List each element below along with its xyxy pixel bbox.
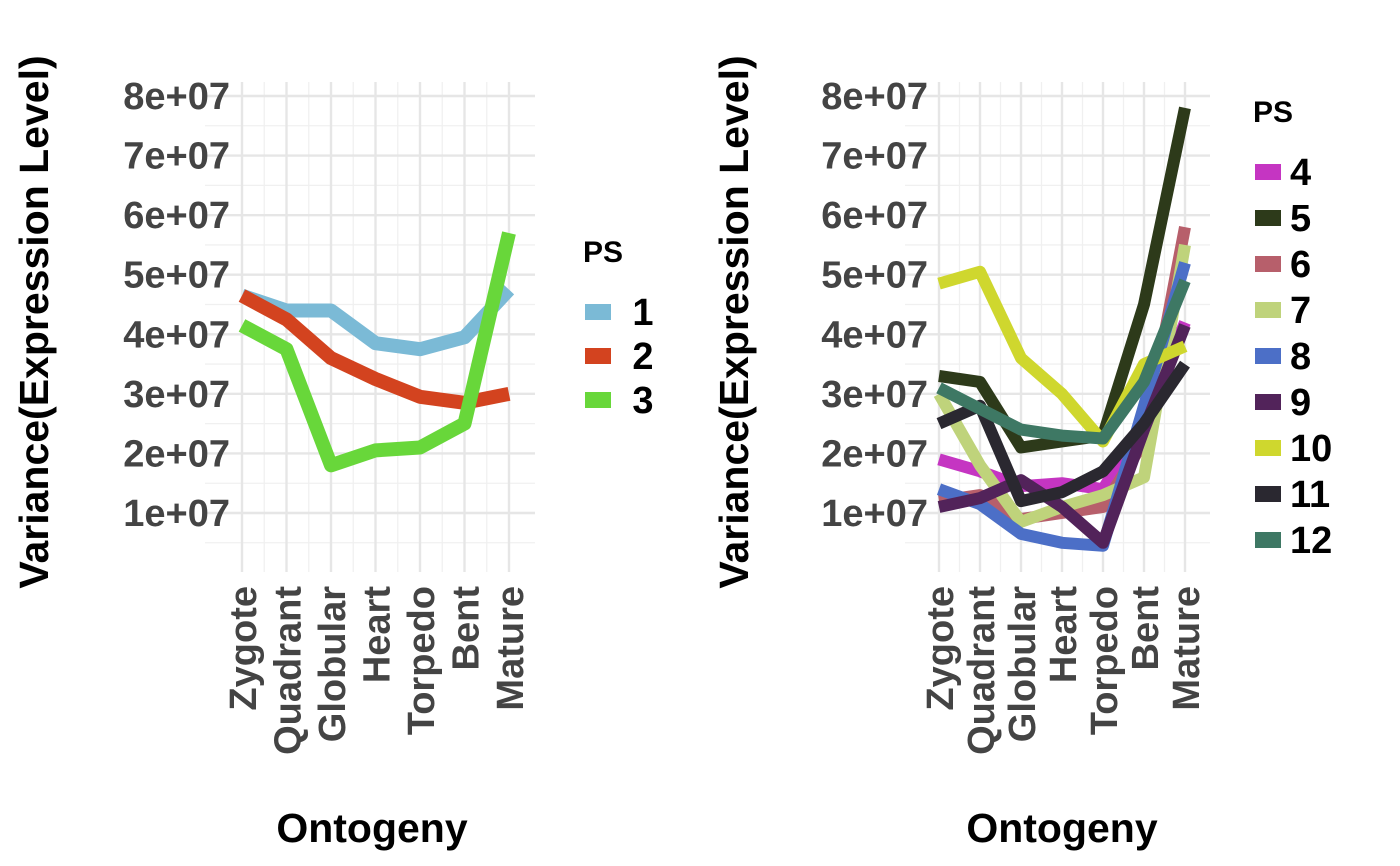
y-axis: 1e+07 2e+07 3e+07 4e+07 5e+07 6e+07 7e+07 8e+07	[821, 76, 928, 535]
legend-key-5	[1255, 210, 1281, 226]
y-tick-label: 1e+07	[123, 493, 230, 535]
legend-label-6: 6	[1290, 244, 1311, 286]
legend-key-2	[585, 348, 611, 364]
x-tick-label: Torpedo	[1084, 586, 1126, 735]
x-tick-label: Quadrant	[961, 586, 1003, 755]
x-axis-title: Ontogeny	[276, 805, 468, 851]
legend-title: PS	[583, 236, 623, 269]
chart-panel-1: 1e+07 2e+07 3e+07 4e+07 5e+07 6e+07 7e+07 8e+07…	[11, 55, 654, 851]
x-tick-label: Zygote	[920, 586, 962, 711]
y-tick-label: 3e+07	[123, 374, 230, 416]
series-line-10	[937, 265, 1188, 448]
legend-key-9	[1255, 394, 1281, 410]
legend-key-1	[585, 304, 611, 320]
x-tick-label: Globular	[1002, 586, 1044, 742]
y-tick-label: 6e+07	[821, 195, 928, 237]
y-tick-label: 8e+07	[821, 76, 928, 118]
legend-label-12: 12	[1290, 520, 1332, 562]
x-tick-label: Mature	[1166, 586, 1208, 711]
legend-label-7: 7	[1290, 290, 1311, 332]
series-lines	[238, 231, 516, 473]
x-axis-title: Ontogeny	[966, 805, 1158, 851]
legend-key-3	[585, 392, 611, 408]
y-tick-label: 2e+07	[123, 433, 230, 475]
x-tick-label: Bent	[446, 586, 488, 671]
legend-key-8	[1255, 348, 1281, 364]
legend-label-3: 3	[632, 380, 653, 422]
x-axis: Zygote Quadrant Globular Heart Torpedo Bent Ma…	[920, 586, 1208, 755]
series-line-12	[936, 278, 1191, 445]
series-line-1	[239, 284, 515, 357]
legend-key-6	[1255, 256, 1281, 272]
legend-key-12	[1255, 532, 1281, 548]
y-tick-label: 7e+07	[123, 136, 230, 178]
legend-key-7	[1255, 302, 1281, 318]
legend-key-11	[1255, 486, 1281, 502]
legend-label-1: 1	[632, 292, 653, 334]
x-tick-label: Zygote	[223, 586, 265, 711]
legend-label-8: 8	[1290, 336, 1311, 378]
x-axis: Zygote Quadrant Globular Heart Torpedo Bent Ma…	[223, 586, 532, 755]
legend-title: PS	[1253, 96, 1293, 129]
y-axis-title: Variance(Expression Level)	[11, 55, 57, 588]
x-tick-label: Quadrant	[268, 586, 310, 755]
y-tick-label: 5e+07	[123, 255, 230, 297]
y-tick-label: 2e+07	[821, 433, 928, 475]
legend-label-2: 2	[632, 336, 653, 378]
legend-label-4: 4	[1290, 152, 1311, 194]
series-line-3	[238, 231, 516, 473]
legend-key-10	[1255, 440, 1281, 456]
legend-label-5: 5	[1290, 198, 1311, 240]
legend-label-11: 11	[1290, 474, 1330, 516]
y-tick-label: 4e+07	[123, 314, 230, 356]
legend-label-10: 10	[1290, 428, 1332, 470]
y-tick-label: 6e+07	[123, 195, 230, 237]
y-axis-title: Variance(Expression Level)	[711, 55, 757, 588]
x-tick-label: Torpedo	[401, 586, 443, 735]
y-tick-label: 7e+07	[821, 136, 928, 178]
x-tick-label: Bent	[1125, 586, 1167, 671]
x-tick-label: Heart	[357, 586, 399, 683]
legend: PS 123	[583, 236, 654, 422]
y-tick-label: 1e+07	[821, 493, 928, 535]
legend-key-4	[1255, 164, 1281, 180]
x-tick-label: Mature	[490, 586, 532, 711]
y-tick-label: 3e+07	[821, 374, 928, 416]
legend-label-9: 9	[1290, 382, 1311, 424]
x-tick-label: Heart	[1043, 586, 1085, 683]
y-tick-label: 8e+07	[123, 76, 230, 118]
y-tick-label: 5e+07	[821, 255, 928, 297]
y-axis: 1e+07 2e+07 3e+07 4e+07 5e+07 6e+07 7e+07 8e+07	[123, 76, 230, 535]
y-tick-label: 4e+07	[821, 314, 928, 356]
series-lines	[933, 106, 1191, 552]
x-tick-label: Globular	[312, 586, 354, 742]
chart-panel-2: 1e+07 2e+07 3e+07 4e+07 5e+07 6e+07 7e+07 8e+07…	[711, 55, 1332, 851]
